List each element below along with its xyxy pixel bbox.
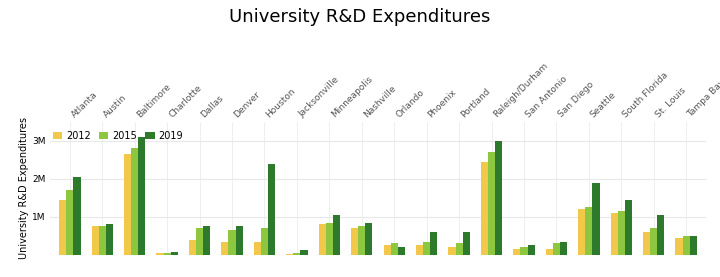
Bar	[106, 224, 113, 255]
Bar	[196, 228, 203, 255]
Bar	[560, 242, 567, 255]
Text: Raleigh/Durham: Raleigh/Durham	[492, 61, 549, 119]
Legend: 2012, 2015, 2019: 2012, 2015, 2019	[49, 127, 187, 145]
Bar	[643, 232, 650, 255]
Bar	[625, 200, 632, 255]
Bar	[384, 245, 391, 255]
Bar	[351, 228, 359, 255]
Bar	[675, 238, 683, 255]
Bar	[253, 242, 261, 255]
Bar	[683, 236, 690, 255]
Text: University R&D Expenditures: University R&D Expenditures	[229, 8, 491, 26]
Bar	[163, 253, 171, 255]
Bar	[131, 148, 138, 255]
Bar	[221, 242, 228, 255]
Bar	[495, 141, 503, 255]
Bar	[449, 247, 456, 255]
Bar	[618, 211, 625, 255]
Text: Nashville: Nashville	[361, 83, 397, 119]
Bar	[99, 226, 106, 255]
Bar	[171, 252, 178, 255]
Text: Portland: Portland	[459, 86, 492, 119]
Bar	[73, 177, 81, 255]
Bar	[359, 226, 365, 255]
Bar	[189, 240, 196, 255]
Text: Charlotte: Charlotte	[167, 83, 204, 119]
Bar	[91, 226, 99, 255]
Bar	[228, 230, 235, 255]
Bar	[235, 226, 243, 255]
Bar	[156, 253, 163, 255]
Bar	[578, 209, 585, 255]
Bar	[521, 247, 528, 255]
Text: Atlanta: Atlanta	[70, 90, 99, 119]
Bar	[585, 207, 593, 255]
Text: Austin: Austin	[102, 93, 129, 119]
Bar	[261, 228, 268, 255]
Bar	[553, 243, 560, 255]
Text: Orlando: Orlando	[395, 87, 426, 119]
Bar	[66, 190, 73, 255]
Bar	[416, 245, 423, 255]
Text: Denver: Denver	[232, 89, 262, 119]
Bar	[365, 222, 372, 255]
Bar	[287, 254, 293, 255]
Bar	[59, 200, 66, 255]
Bar	[138, 137, 145, 255]
Bar	[431, 232, 437, 255]
Bar	[268, 164, 275, 255]
Bar	[513, 249, 521, 255]
Bar	[546, 249, 553, 255]
Text: Phoenix: Phoenix	[427, 87, 459, 119]
Bar	[300, 250, 307, 255]
Bar	[423, 242, 431, 255]
Bar	[333, 215, 340, 255]
Bar	[319, 224, 325, 255]
Bar	[124, 154, 131, 255]
Bar	[488, 152, 495, 255]
Bar	[690, 236, 697, 255]
Bar	[528, 245, 535, 255]
Bar	[650, 228, 657, 255]
Bar	[293, 253, 300, 255]
Bar	[456, 243, 463, 255]
Text: San Diego: San Diego	[557, 80, 595, 119]
Text: Minneapolis: Minneapolis	[329, 75, 374, 119]
Text: Tampa Bay: Tampa Bay	[686, 78, 720, 119]
Text: Seattle: Seattle	[589, 90, 618, 119]
Text: Dallas: Dallas	[199, 93, 225, 119]
Text: Jacksonville: Jacksonville	[297, 75, 341, 119]
Bar	[391, 243, 397, 255]
Bar	[203, 226, 210, 255]
Bar	[481, 162, 488, 255]
Text: Baltimore: Baltimore	[135, 82, 172, 119]
Bar	[611, 213, 618, 255]
Bar	[325, 222, 333, 255]
Bar	[657, 215, 665, 255]
Bar	[593, 183, 600, 255]
Text: St. Louis: St. Louis	[654, 86, 688, 119]
Text: San Antonio: San Antonio	[524, 74, 569, 119]
Bar	[463, 232, 469, 255]
Text: Houston: Houston	[264, 86, 297, 119]
Bar	[397, 247, 405, 255]
Y-axis label: University R&D Expenditures: University R&D Expenditures	[19, 117, 30, 259]
Text: South Florida: South Florida	[621, 70, 670, 119]
